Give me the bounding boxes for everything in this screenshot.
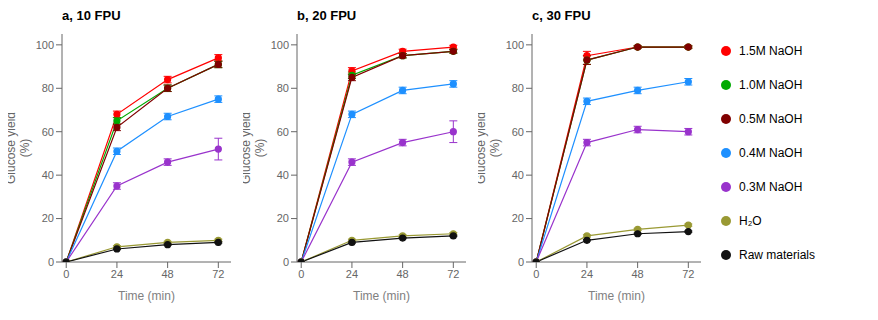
- svg-text:0: 0: [298, 268, 304, 280]
- svg-text:0: 0: [48, 256, 54, 268]
- svg-text:72: 72: [447, 268, 459, 280]
- svg-text:20: 20: [512, 212, 524, 224]
- svg-text:40: 40: [277, 169, 289, 181]
- svg-text:Time (min): Time (min): [118, 289, 175, 303]
- svg-text:24: 24: [111, 268, 123, 280]
- svg-text:100: 100: [271, 39, 289, 51]
- svg-text:0: 0: [283, 256, 289, 268]
- svg-text:20: 20: [42, 212, 54, 224]
- svg-text:60: 60: [277, 126, 289, 138]
- svg-text:Glucose yield(%): Glucose yield(%): [478, 112, 502, 184]
- svg-text:80: 80: [42, 82, 54, 94]
- html-text:0.5M NaOH: 0.5M NaOH: [739, 112, 803, 126]
- svg-text:Glucose yield(%): Glucose yield(%): [243, 112, 267, 184]
- svg-text:72: 72: [212, 268, 224, 280]
- html-text:Raw materials: Raw materials: [739, 248, 815, 262]
- svg-text:80: 80: [512, 82, 524, 94]
- svg-text:48: 48: [162, 268, 174, 280]
- svg-text:100: 100: [506, 39, 524, 51]
- svg-text:Glucose yield(%): Glucose yield(%): [8, 112, 32, 184]
- svg-text:60: 60: [42, 126, 54, 138]
- svg-text:72: 72: [682, 268, 694, 280]
- svg-text:48: 48: [632, 268, 644, 280]
- svg-text:24: 24: [581, 268, 593, 280]
- svg-text:Time (min): Time (min): [588, 289, 645, 303]
- html-text:0.3M NaOH: 0.3M NaOH: [739, 180, 803, 194]
- svg-text:0: 0: [518, 256, 524, 268]
- svg-text:Time (min): Time (min): [353, 289, 410, 303]
- svg-text:40: 40: [512, 169, 524, 181]
- html-text:0.4M NaOH: 0.4M NaOH: [739, 146, 803, 160]
- svg-text:40: 40: [42, 169, 54, 181]
- html-text:1.0M NaOH: 1.0M NaOH: [739, 78, 803, 92]
- svg-text:100: 100: [36, 39, 54, 51]
- svg-text:80: 80: [277, 82, 289, 94]
- html-text:H₂O: H₂O: [739, 214, 762, 228]
- svg-text:48: 48: [397, 268, 409, 280]
- svg-text:0: 0: [533, 268, 539, 280]
- html-text:c, 30 FPU: c, 30 FPU: [532, 8, 591, 23]
- svg-text:60: 60: [512, 126, 524, 138]
- svg-text:0: 0: [63, 268, 69, 280]
- svg-text:20: 20: [277, 212, 289, 224]
- svg-text:24: 24: [346, 268, 358, 280]
- html-text:1.5M NaOH: 1.5M NaOH: [739, 44, 803, 58]
- html-text:b, 20 FPU: b, 20 FPU: [297, 8, 357, 23]
- html-text:a, 10 FPU: a, 10 FPU: [62, 8, 121, 23]
